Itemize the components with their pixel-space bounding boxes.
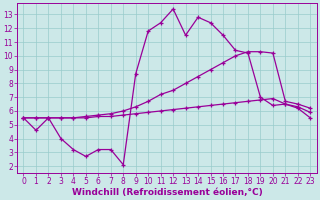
X-axis label: Windchill (Refroidissement éolien,°C): Windchill (Refroidissement éolien,°C) [72,188,262,197]
